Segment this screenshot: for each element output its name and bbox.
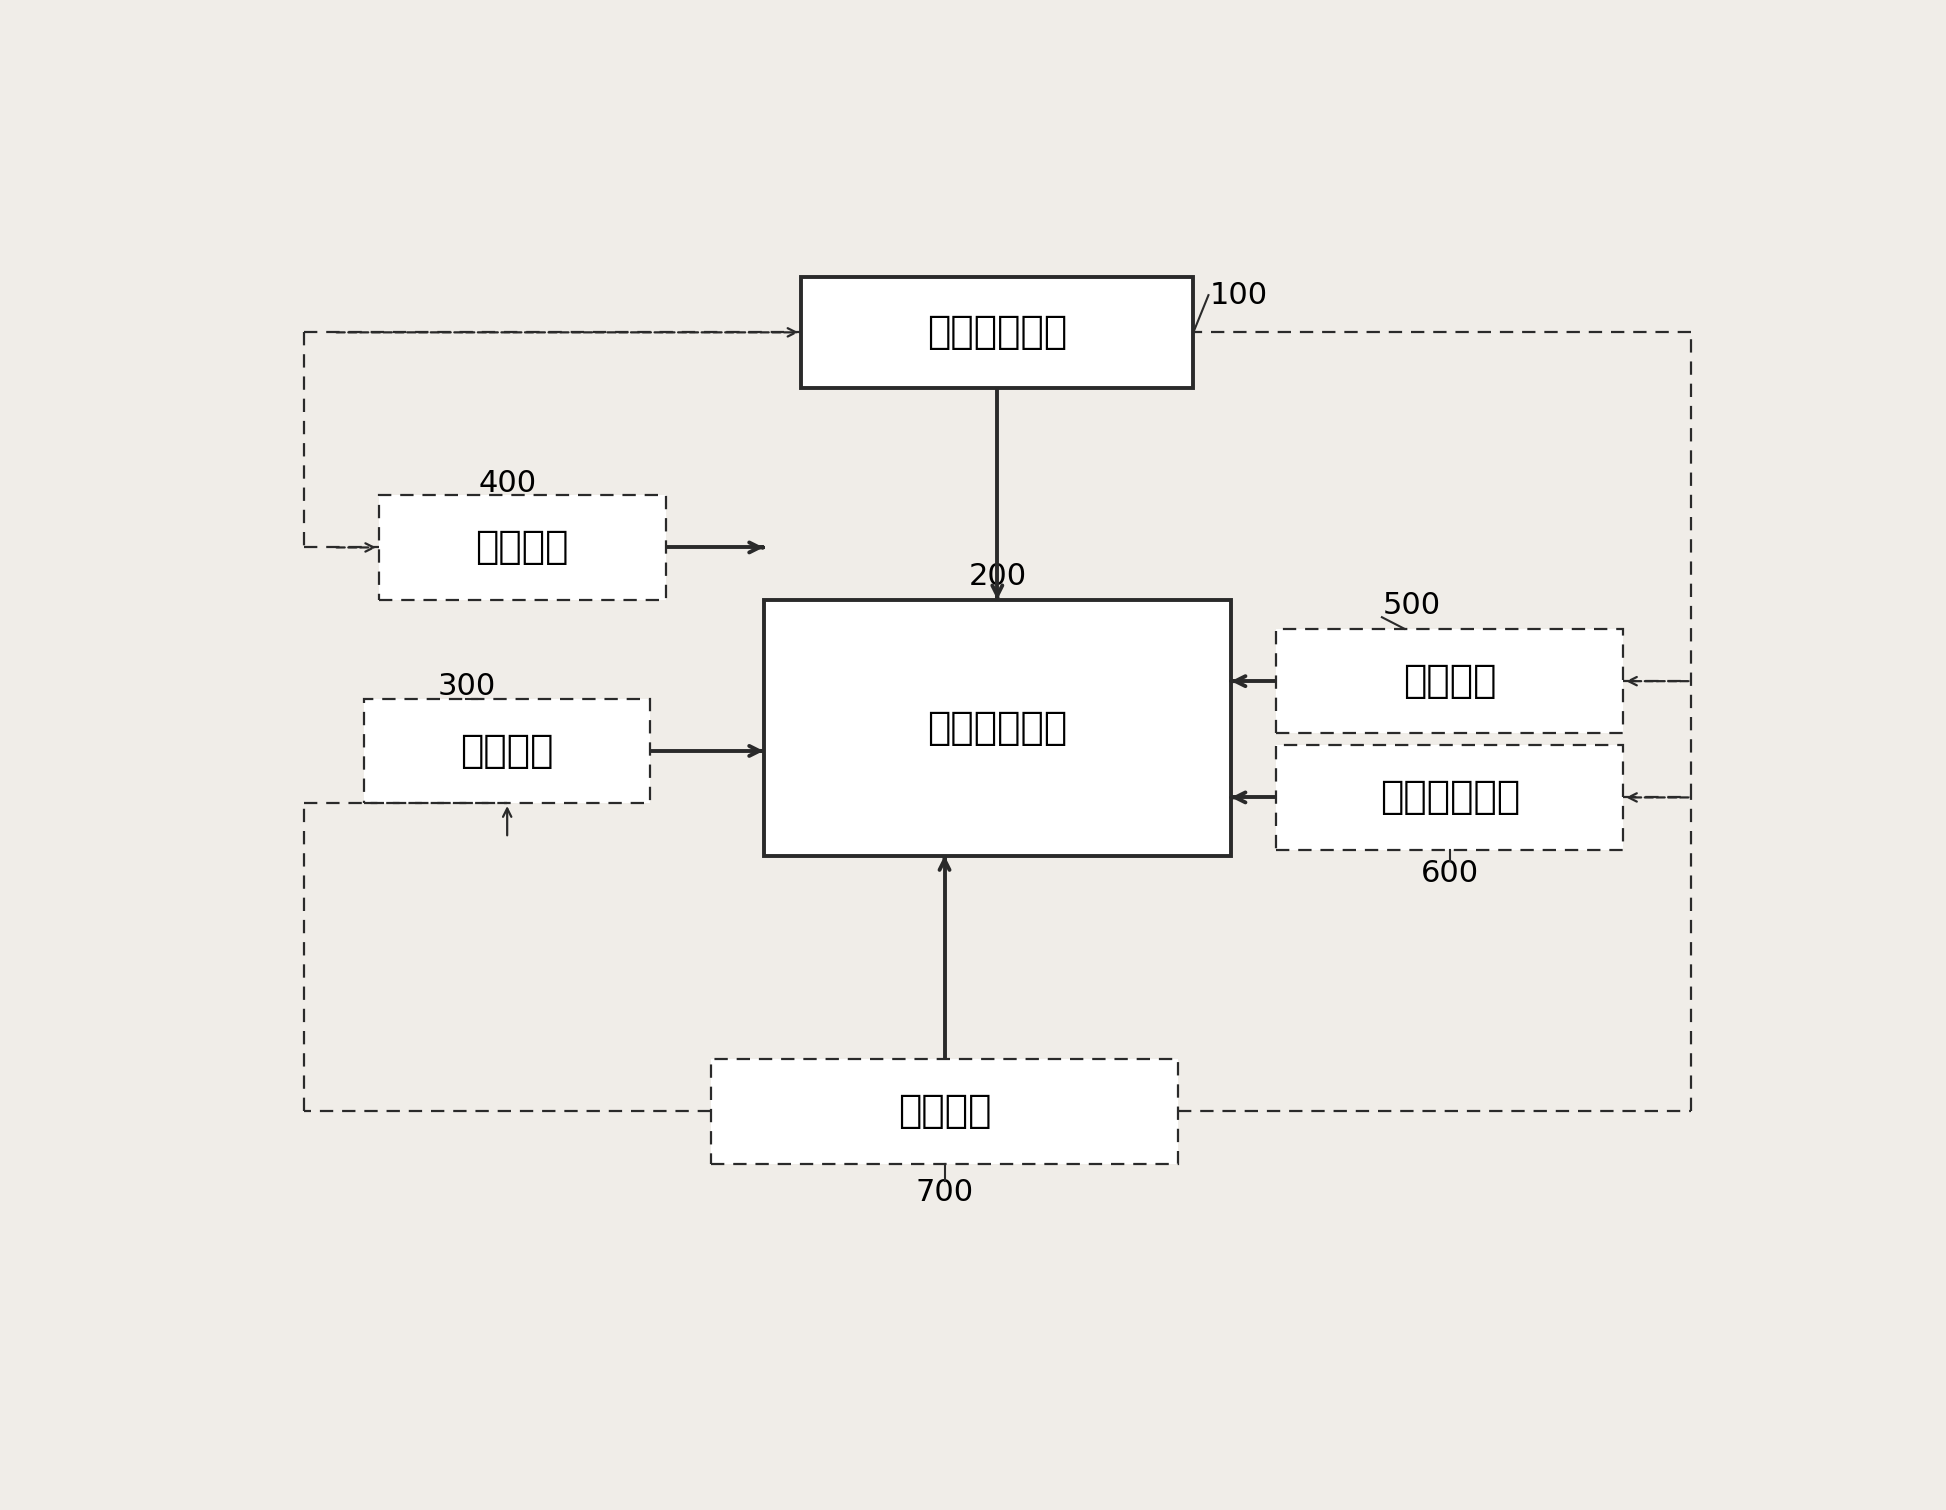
Bar [1277, 628, 1623, 734]
Text: 500: 500 [1384, 590, 1442, 621]
Bar [379, 495, 666, 599]
Text: 控制模块: 控制模块 [897, 1092, 991, 1131]
Text: 300: 300 [438, 672, 496, 702]
Text: 600: 600 [1421, 859, 1479, 888]
Bar [364, 699, 650, 803]
Text: 200: 200 [969, 562, 1026, 590]
Text: 激光产生模块: 激光产生模块 [926, 314, 1068, 352]
Text: 监控模块: 监控模块 [1403, 663, 1496, 701]
Text: 400: 400 [479, 470, 537, 498]
Text: 会聚模块: 会聚模块 [475, 528, 568, 566]
Text: 驱动模块: 驱动模块 [461, 732, 555, 770]
Bar [802, 278, 1193, 388]
Text: 焦点调节模块: 焦点调节模块 [926, 708, 1068, 746]
Text: 100: 100 [1210, 281, 1267, 310]
Bar [763, 599, 1232, 856]
Bar [710, 1059, 1179, 1164]
Bar [1277, 744, 1623, 850]
Text: 700: 700 [915, 1178, 973, 1208]
Text: 辅助切割模块: 辅助切割模块 [1380, 779, 1520, 817]
